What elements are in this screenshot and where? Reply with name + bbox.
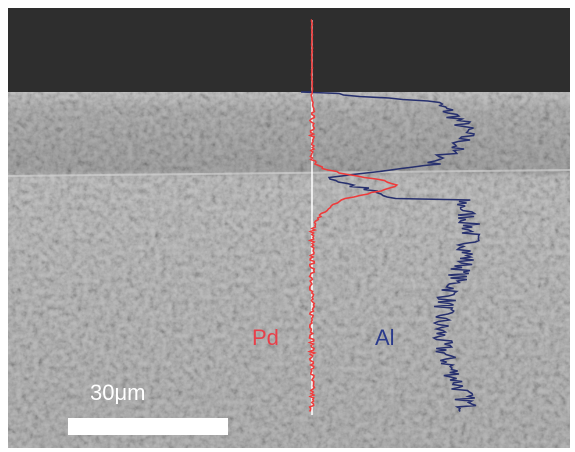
scale-bar — [68, 418, 228, 435]
pd-label: Pd — [252, 325, 279, 350]
al-label: Al — [375, 325, 395, 350]
page: Pd Al 30μm (() => { const data = JSON.pa… — [0, 0, 575, 452]
sem-figure: Pd Al 30μm — [0, 0, 575, 452]
scale-bar-label: 30μm — [90, 380, 145, 405]
